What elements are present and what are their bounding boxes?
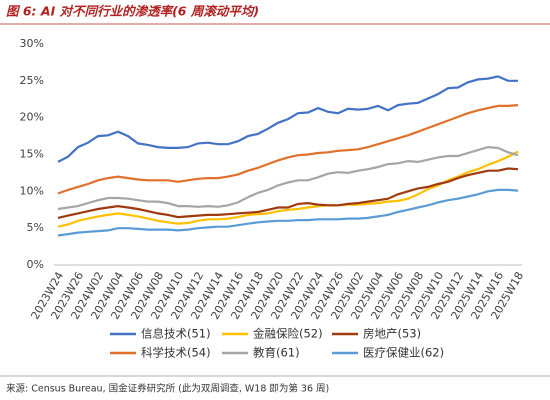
legend-label: 金融保险(52) bbox=[253, 327, 323, 341]
legend-label: 信息技术(51) bbox=[141, 327, 211, 341]
y-tick-label: 25% bbox=[20, 74, 44, 87]
y-tick-label: 30% bbox=[20, 37, 44, 50]
series-line bbox=[57, 188, 519, 237]
y-tick-label: 15% bbox=[20, 148, 44, 161]
legend-label: 医疗保健业(62) bbox=[363, 346, 444, 360]
legend-label: 科学技术(54) bbox=[141, 346, 211, 360]
series-line bbox=[57, 167, 519, 219]
y-tick-label: 10% bbox=[20, 184, 44, 197]
source-note: 来源: Census Bureau, 国金证券研究所 (此为双周调查, W18 … bbox=[6, 383, 329, 395]
series-line bbox=[57, 104, 519, 195]
y-tick-label: 5% bbox=[27, 221, 44, 234]
series-line bbox=[57, 150, 519, 228]
legend-label: 教育(61) bbox=[253, 346, 300, 360]
y-tick-label: 20% bbox=[20, 111, 44, 124]
series-line bbox=[57, 145, 519, 211]
y-tick-label: 0% bbox=[27, 258, 44, 271]
legend-label: 房地产(53) bbox=[363, 327, 421, 341]
chart-title: 图 6: AI 对不同行业的渗透率(6 周滚动平均) bbox=[6, 4, 259, 19]
series-line bbox=[57, 75, 518, 163]
